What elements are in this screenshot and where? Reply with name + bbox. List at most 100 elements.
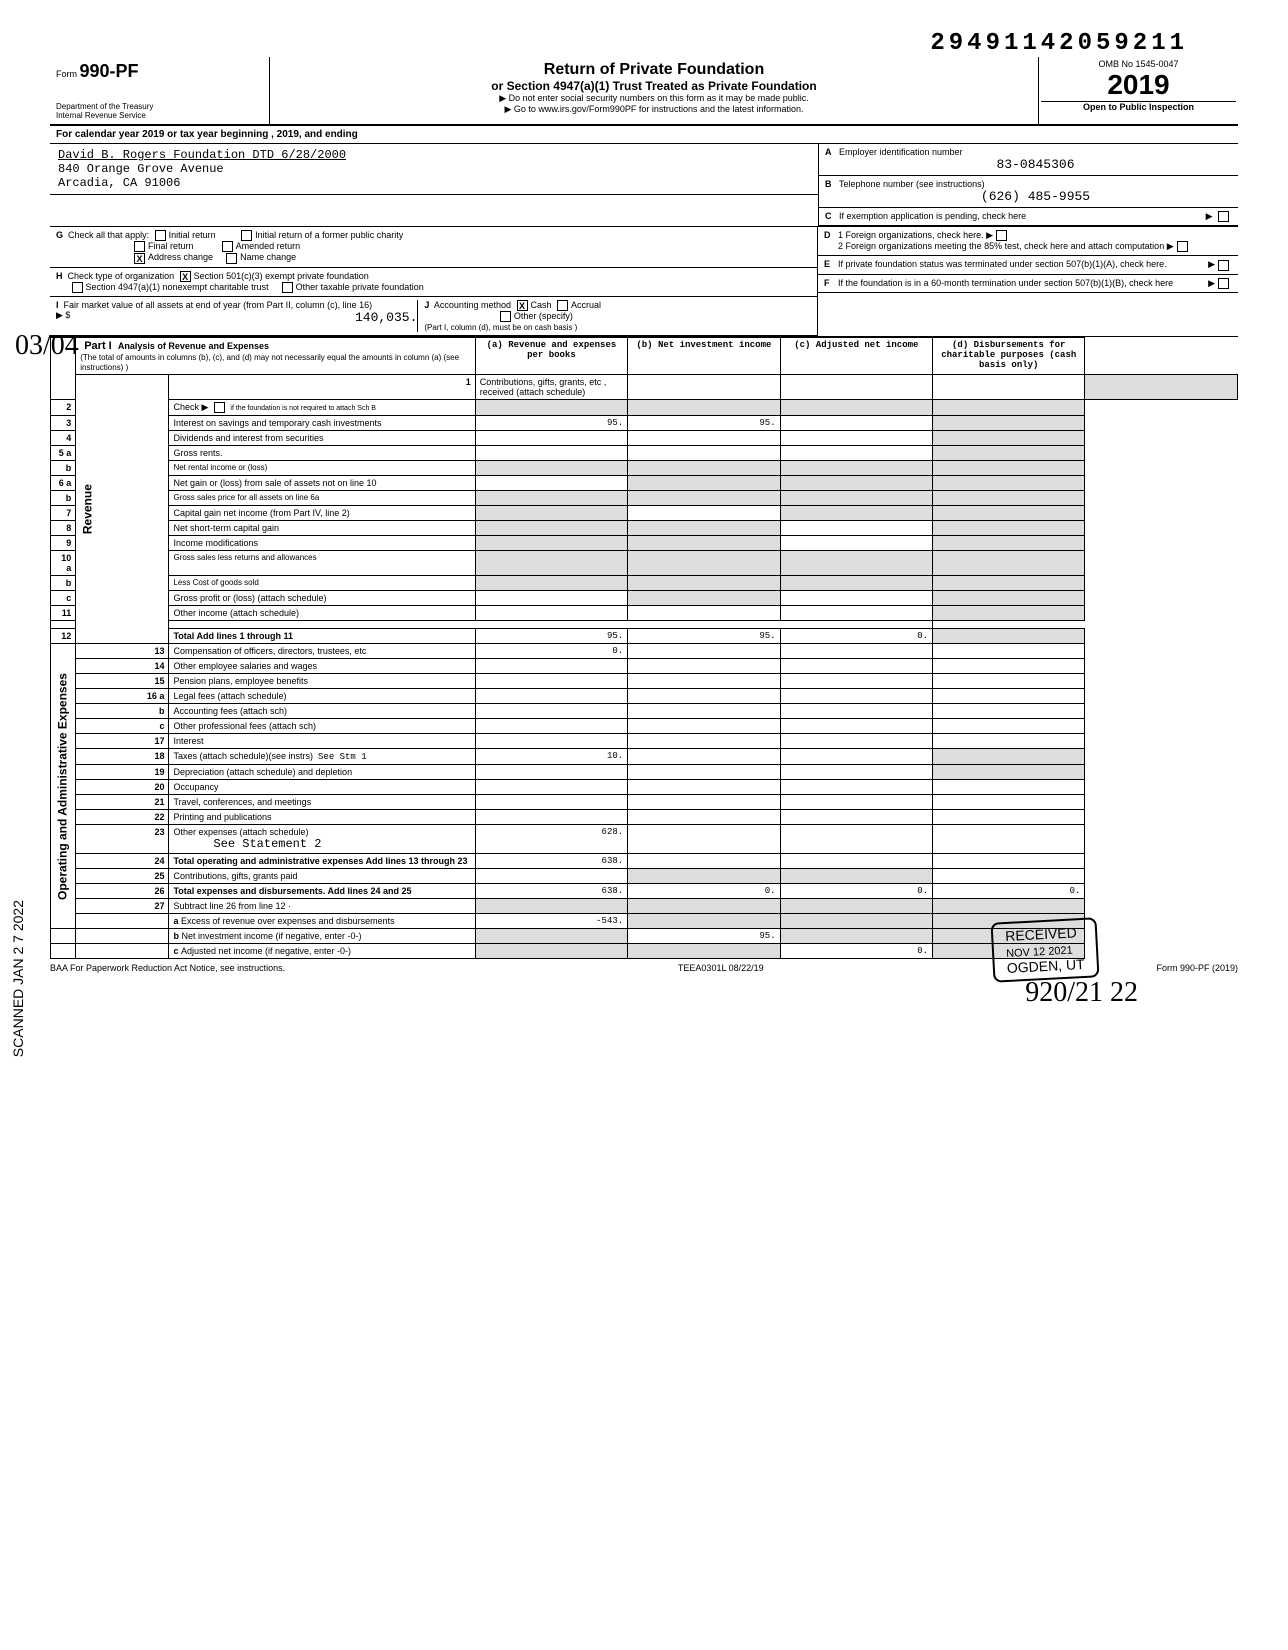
g-opt-2: Address change	[148, 252, 213, 262]
line-4: Dividends and interest from securities	[169, 431, 475, 446]
form-number-box: Form 990-PF Department of the Treasury I…	[50, 57, 270, 124]
j-note: (Part I, column (d), must be on cash bas…	[424, 323, 577, 332]
scanned-stamp: SCANNED JAN 2 7 2022	[10, 900, 26, 1057]
title-note2: ▶ Go to www.irs.gov/Form990PF for instru…	[274, 104, 1034, 115]
h-opt-0: Section 501(c)(3) exempt private foundat…	[194, 271, 369, 281]
f-check[interactable]	[1218, 278, 1229, 289]
year-box: OMB No 1545-0047 2019 Open to Public Ins…	[1038, 57, 1238, 124]
g-name-change[interactable]	[226, 253, 237, 264]
box-c-title: If exemption application is pending, che…	[839, 211, 1206, 222]
line-13-a: 0.	[475, 644, 627, 659]
title-main: Return of Private Foundation	[274, 61, 1034, 79]
line-12-c: 0.	[780, 629, 932, 644]
d1-check[interactable]	[996, 230, 1007, 241]
part1-note: (The total of amounts in columns (b), (c…	[80, 353, 459, 372]
line-2-check[interactable]	[214, 402, 225, 413]
box-g-row: G Check all that apply: Initial return I…	[50, 227, 817, 267]
j-cash[interactable]: X	[517, 300, 528, 311]
box-d2: 2 Foreign organizations meeting the 85% …	[838, 241, 1164, 251]
h-other-taxable[interactable]	[282, 282, 293, 293]
line-6b: Gross sales price for all assets on line…	[169, 491, 475, 506]
part1-table: Part I Analysis of Revenue and Expenses …	[50, 337, 1238, 959]
col-c-header: (c) Adjusted net income	[780, 338, 932, 375]
g-final-return[interactable]	[134, 241, 145, 252]
box-d-label: D	[824, 230, 838, 252]
line-2: Check ▶	[173, 402, 208, 412]
form-prefix: Form	[56, 69, 77, 79]
box-j-title: Accounting method	[434, 300, 511, 310]
line-21: Travel, conferences, and meetings	[169, 795, 475, 810]
line-24-a: 638.	[475, 854, 627, 869]
org-name: David B. Rogers Foundation DTD 6/28/2000	[58, 148, 810, 162]
title-note1: ▶ Do not enter social security numbers o…	[274, 93, 1034, 104]
line-27b-b: 95.	[628, 929, 780, 944]
line-13: Compensation of officers, directors, tru…	[169, 644, 475, 659]
line-27a: Excess of revenue over expenses and disb…	[181, 916, 395, 926]
line-27b: Net investment income (if negative, ente…	[181, 931, 361, 941]
org-info-row: David B. Rogers Foundation DTD 6/28/2000…	[50, 144, 1238, 227]
box-c-check[interactable]	[1218, 211, 1229, 222]
col-a-header: (a) Revenue and expenses per books	[475, 338, 627, 375]
line-22: Printing and publications	[169, 810, 475, 825]
g-amended[interactable]	[222, 241, 233, 252]
line-18-extra: See Stm 1	[318, 752, 367, 762]
tax-year: 2019	[1041, 69, 1236, 101]
line-15: Pension plans, employee benefits	[169, 674, 475, 689]
j-other[interactable]	[500, 311, 511, 322]
line-3-b: 95.	[628, 416, 780, 431]
revenue-label: Revenue	[76, 375, 169, 644]
footer-mid: TEEA0301L 08/22/19	[678, 963, 764, 973]
col-b-header: (b) Net investment income	[628, 338, 780, 375]
phone-value: (626) 485-9955	[839, 189, 1232, 204]
e-check[interactable]	[1218, 260, 1229, 271]
j-opt-0: Cash	[531, 300, 552, 310]
omb-number: OMB No 1545-0047	[1041, 59, 1236, 69]
irs-label: Internal Revenue Service	[56, 111, 263, 120]
line-27a-a: -543.	[475, 914, 627, 929]
box-h-row: H Check type of organization XSection 50…	[50, 268, 817, 297]
box-d1: 1 Foreign organizations, check here.	[838, 230, 984, 240]
g-initial-public[interactable]	[241, 230, 252, 241]
line-17: Interest	[169, 734, 475, 749]
line-25: Contributions, gifts, grants paid	[169, 869, 475, 884]
line-1: Contributions, gifts, grants, etc , rece…	[475, 375, 627, 400]
g-address-change[interactable]: X	[134, 253, 145, 264]
line-3: Interest on savings and temporary cash i…	[169, 416, 475, 431]
fmv-value: 140,035.	[355, 310, 417, 325]
j-opt-2: Other (specify)	[514, 311, 573, 321]
line-16b: Accounting fees (attach sch)	[169, 704, 475, 719]
title-sub: or Section 4947(a)(1) Trust Treated as P…	[274, 79, 1034, 93]
line-10c: Gross profit or (loss) (attach schedule)	[169, 591, 475, 606]
j-accrual[interactable]	[557, 300, 568, 311]
line-9: Income modifications	[169, 536, 475, 551]
g-opt-5: Name change	[240, 252, 296, 262]
j-opt-1: Accrual	[571, 300, 601, 310]
line-18: Taxes (attach schedule)(see instrs)	[173, 751, 313, 761]
line-18-a: 10.	[475, 749, 627, 765]
h-4947[interactable]	[72, 282, 83, 293]
g-initial-return[interactable]	[155, 230, 166, 241]
d2-check[interactable]	[1177, 241, 1188, 252]
g-opt-1: Final return	[148, 241, 194, 251]
line-23-a: 628.	[475, 825, 627, 854]
section-g-d: G Check all that apply: Initial return I…	[50, 227, 1238, 337]
line-6a: Net gain or (loss) from sale of assets n…	[169, 476, 475, 491]
box-g-title: Check all that apply:	[68, 230, 149, 240]
line-10b: Less Cost of goods sold	[169, 576, 475, 591]
line-26-d: 0.	[933, 884, 1085, 899]
line-23-extra: See Statement 2	[213, 837, 321, 851]
line-27c-c: 0.	[780, 944, 932, 959]
h-501c3[interactable]: X	[180, 271, 191, 282]
line-11: Other income (attach schedule)	[169, 606, 475, 621]
line-10a: Gross sales less returns and allowances	[169, 551, 475, 576]
handwrite-bottom: 920/21 22	[50, 977, 1238, 1009]
title-box: Return of Private Foundation or Section …	[270, 57, 1038, 124]
line-12: Total Add lines 1 through 11	[173, 631, 293, 641]
col-d-header: (d) Disbursements for charitable purpose…	[933, 338, 1085, 375]
line-16a: Legal fees (attach schedule)	[169, 689, 475, 704]
ein-value: 83-0845306	[839, 157, 1232, 172]
line-19: Depreciation (attach schedule) and deple…	[169, 765, 475, 780]
calendar-year-line: For calendar year 2019 or tax year begin…	[50, 126, 1238, 144]
part1-title: Analysis of Revenue and Expenses	[118, 341, 269, 351]
line-8: Net short-term capital gain	[169, 521, 475, 536]
